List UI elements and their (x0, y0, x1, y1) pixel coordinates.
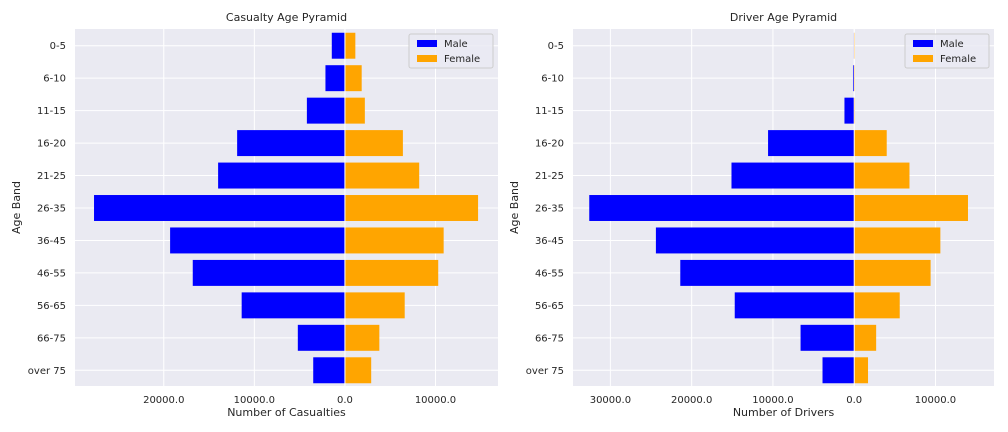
y-tick-label: 0-5 (50, 41, 66, 52)
bar-male-36-45 (655, 227, 855, 254)
legend-swatch-female (417, 55, 437, 62)
bar-male-0-5 (331, 32, 345, 59)
bar-male-6-10 (852, 65, 855, 92)
bar-female-6-10 (344, 65, 362, 92)
legend-label-male: Male (940, 39, 964, 50)
bar-female-26-35 (854, 195, 968, 221)
legend-label-female: Female (444, 54, 480, 65)
y-tick-label: 56-65 (535, 301, 564, 312)
bar-male-16-20 (237, 130, 345, 157)
x-tick-label: 10000.0 (915, 395, 956, 406)
chart-panel-1: 0-5 6-10 11-15 16-20 21-25 26-35 36-45 46-55 56-… (10, 11, 498, 419)
y-tick-label: 46-55 (37, 268, 66, 279)
bar-male-46-55 (192, 259, 345, 286)
bar-male-36-45 (170, 227, 345, 254)
bar-male-21-25 (731, 162, 855, 189)
bar-male-56-65 (241, 292, 345, 319)
bar-male-11-15 (844, 97, 855, 124)
x-tick-label: 10000.0 (234, 395, 275, 406)
bar-female-46-55 (854, 259, 931, 286)
y-tick-label: over 75 (526, 366, 564, 377)
y-tick-label: 66-75 (535, 333, 564, 344)
bar-female-36-45 (344, 227, 444, 254)
bar-female-36-45 (854, 227, 941, 254)
bar-female-21-25 (854, 162, 910, 189)
y-tick-label: 16-20 (37, 139, 66, 150)
bar-female-16-20 (344, 130, 403, 157)
bar-male-11-15 (306, 97, 345, 124)
y-tick-label: over 75 (28, 366, 66, 377)
bar-female-66-75 (344, 324, 380, 351)
bar-male-6-10 (325, 65, 345, 92)
bar-male-46-55 (680, 259, 855, 286)
legend-swatch-female (913, 55, 933, 62)
legend-label-male: Male (444, 39, 468, 50)
chart-title: Casualty Age Pyramid (226, 11, 347, 24)
bar-female-56-65 (344, 292, 405, 319)
x-tick-label: 0.0 (846, 395, 862, 406)
chart-title: Driver Age Pyramid (730, 11, 837, 24)
y-tick-label: 66-75 (37, 333, 66, 344)
bar-female-0-5 (344, 32, 356, 59)
legend-swatch-male (417, 40, 437, 47)
x-axis-label: Number of Drivers (733, 406, 835, 419)
x-tick-label: 30000.0 (590, 395, 631, 406)
y-axis-label: Age Band (10, 181, 23, 234)
y-tick-label: 16-20 (535, 139, 564, 150)
bar-male-66-75 (800, 324, 855, 351)
x-tick-label: 10000.0 (415, 395, 456, 406)
bar-female-11-15 (344, 97, 365, 124)
y-tick-label: 21-25 (535, 171, 564, 182)
bar-female-over-75 (344, 357, 372, 384)
y-tick-label: 21-25 (37, 171, 66, 182)
legend-swatch-male (913, 40, 933, 47)
y-tick-label: 56-65 (37, 301, 66, 312)
legend: Male Female (408, 33, 494, 69)
bar-female-56-65 (854, 292, 900, 319)
bar-female-16-20 (854, 130, 887, 157)
y-tick-label: 11-15 (37, 106, 66, 117)
y-tick-label: 11-15 (535, 106, 564, 117)
x-tick-label: 10000.0 (752, 395, 793, 406)
y-tick-label: 6-10 (43, 74, 66, 85)
x-tick-label: 20000.0 (671, 395, 712, 406)
bar-female-46-55 (344, 259, 439, 286)
bar-male-56-65 (734, 292, 855, 319)
y-tick-label: 26-35 (37, 204, 66, 215)
y-tick-label: 36-45 (37, 236, 66, 247)
bar-male-66-75 (297, 324, 345, 351)
y-tick-label: 46-55 (535, 268, 564, 279)
bar-male-26-35 (589, 195, 855, 221)
y-tick-label: 26-35 (535, 204, 564, 215)
legend-label-female: Female (940, 54, 976, 65)
bar-male-over-75 (313, 357, 345, 384)
x-tick-label: 20000.0 (143, 395, 184, 406)
x-axis-label: Number of Casualties (227, 406, 346, 419)
y-tick-label: 36-45 (535, 236, 564, 247)
bar-female-21-25 (344, 162, 420, 189)
y-tick-label: 0-5 (548, 41, 564, 52)
y-axis-label: Age Band (508, 181, 521, 234)
bar-male-21-25 (218, 162, 345, 189)
bar-female-over-75 (854, 357, 869, 384)
y-tick-label: 6-10 (541, 74, 564, 85)
chart-panel-2: 0-5 6-10 11-15 16-20 21-25 26-35 36-45 46-55 56-… (508, 11, 994, 419)
bar-male-26-35 (94, 195, 345, 221)
x-tick-label: 0.0 (337, 395, 353, 406)
bar-male-over-75 (822, 357, 855, 384)
bar-female-26-35 (344, 195, 479, 221)
bar-female-66-75 (854, 324, 877, 351)
legend: Male Female (904, 33, 990, 69)
bar-male-16-20 (768, 130, 855, 157)
